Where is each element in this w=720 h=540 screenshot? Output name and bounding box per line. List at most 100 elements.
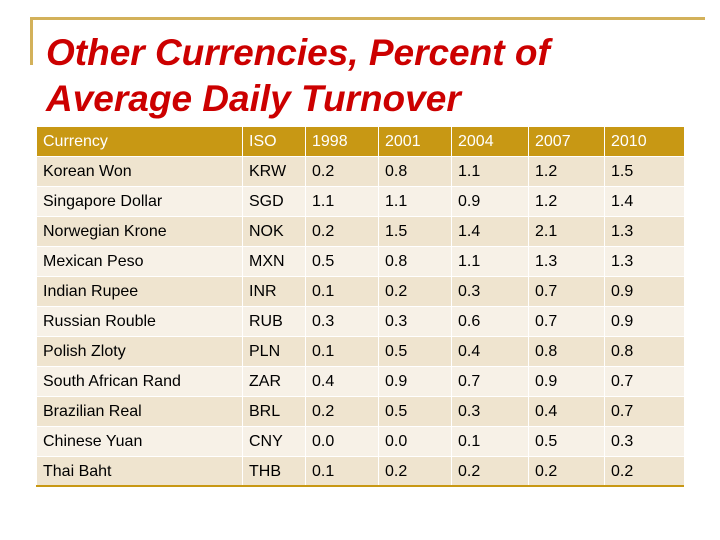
turnover-value-cell: 1.3 — [604, 216, 685, 247]
turnover-value-cell: 0.8 — [604, 336, 685, 367]
table-row: Indian Rupee INR 0.1 0.2 0.3 0.7 0.9 — [36, 276, 685, 307]
turnover-value-cell: 0.7 — [528, 306, 605, 337]
turnover-value-cell: 0.9 — [378, 366, 452, 397]
turnover-value-cell: 0.2 — [451, 456, 529, 487]
currency-name-cell: Chinese Yuan — [36, 426, 243, 457]
currency-name-cell: Brazilian Real — [36, 396, 243, 427]
iso-code-cell: PLN — [242, 336, 306, 367]
turnover-value-cell: 1.1 — [451, 246, 529, 277]
turnover-value-cell: 0.5 — [528, 426, 605, 457]
iso-code-cell: MXN — [242, 246, 306, 277]
turnover-value-cell: 0.8 — [378, 246, 452, 277]
frame-top-rule — [30, 17, 705, 20]
turnover-value-cell: 0.9 — [451, 186, 529, 217]
turnover-value-cell: 0.1 — [305, 456, 379, 487]
currency-table: Currency ISO 1998 2001 2004 2007 2010 Korean W… — [36, 126, 685, 487]
slide-title: Other Currencies, Percent of Average Dai… — [46, 32, 550, 119]
table-row: Russian Rouble RUB 0.3 0.3 0.6 0.7 0.9 — [36, 306, 685, 337]
turnover-value-cell: 1.3 — [528, 246, 605, 277]
turnover-value-cell: 1.5 — [378, 216, 452, 247]
table-row: Korean Won KRW 0.2 0.8 1.1 1.2 1.5 — [36, 156, 685, 187]
table-row: Thai Baht THB 0.1 0.2 0.2 0.2 0.2 — [36, 456, 685, 487]
iso-code-cell: SGD — [242, 186, 306, 217]
iso-code-cell: INR — [242, 276, 306, 307]
turnover-value-cell: 0.1 — [305, 276, 379, 307]
table-row: Polish Zloty PLN 0.1 0.5 0.4 0.8 0.8 — [36, 336, 685, 367]
column-header: 2010 — [604, 126, 685, 157]
column-header: 2001 — [378, 126, 452, 157]
turnover-value-cell: 0.4 — [528, 396, 605, 427]
turnover-value-cell: 0.3 — [378, 306, 452, 337]
turnover-value-cell: 0.7 — [604, 396, 685, 427]
table-body: Korean Won KRW 0.2 0.8 1.1 1.2 1.5 Singapore Do… — [36, 156, 685, 487]
column-header: 1998 — [305, 126, 379, 157]
turnover-value-cell: 0.2 — [305, 216, 379, 247]
turnover-value-cell: 1.1 — [451, 156, 529, 187]
currency-name-cell: Norwegian Krone — [36, 216, 243, 247]
turnover-value-cell: 0.7 — [528, 276, 605, 307]
column-header: Currency — [36, 126, 243, 157]
table-bottom-rule — [36, 485, 684, 487]
turnover-value-cell: 0.3 — [305, 306, 379, 337]
table-header-row: Currency ISO 1998 2001 2004 2007 2010 — [36, 126, 685, 157]
turnover-value-cell: 1.4 — [604, 186, 685, 217]
turnover-value-cell: 0.1 — [305, 336, 379, 367]
turnover-value-cell: 1.5 — [604, 156, 685, 187]
turnover-value-cell: 0.2 — [378, 276, 452, 307]
turnover-value-cell: 0.4 — [451, 336, 529, 367]
iso-code-cell: ZAR — [242, 366, 306, 397]
turnover-value-cell: 0.8 — [378, 156, 452, 187]
iso-code-cell: THB — [242, 456, 306, 487]
turnover-value-cell: 0.3 — [604, 426, 685, 457]
currency-name-cell: Korean Won — [36, 156, 243, 187]
currency-name-cell: Russian Rouble — [36, 306, 243, 337]
column-header: 2004 — [451, 126, 529, 157]
column-header: ISO — [242, 126, 306, 157]
currency-name-cell: Mexican Peso — [36, 246, 243, 277]
currency-name-cell: Polish Zloty — [36, 336, 243, 367]
table-row: Mexican Peso MXN 0.5 0.8 1.1 1.3 1.3 — [36, 246, 685, 277]
table-row: Chinese Yuan CNY 0.0 0.0 0.1 0.5 0.3 — [36, 426, 685, 457]
iso-code-cell: RUB — [242, 306, 306, 337]
turnover-value-cell: 0.5 — [378, 396, 452, 427]
turnover-value-cell: 0.0 — [305, 426, 379, 457]
turnover-value-cell: 0.5 — [378, 336, 452, 367]
turnover-value-cell: 0.3 — [451, 276, 529, 307]
currency-table-container: Currency ISO 1998 2001 2004 2007 2010 Korean W… — [36, 126, 685, 487]
turnover-value-cell: 0.2 — [528, 456, 605, 487]
turnover-value-cell: 0.3 — [451, 396, 529, 427]
turnover-value-cell: 0.6 — [451, 306, 529, 337]
iso-code-cell: NOK — [242, 216, 306, 247]
currency-name-cell: Indian Rupee — [36, 276, 243, 307]
turnover-value-cell: 0.1 — [451, 426, 529, 457]
currency-name-cell: Singapore Dollar — [36, 186, 243, 217]
turnover-value-cell: 0.2 — [604, 456, 685, 487]
table-row: South African Rand ZAR 0.4 0.9 0.7 0.9 0.7 — [36, 366, 685, 397]
table-row: Singapore Dollar SGD 1.1 1.1 0.9 1.2 1.4 — [36, 186, 685, 217]
turnover-value-cell: 0.8 — [528, 336, 605, 367]
turnover-value-cell: 0.9 — [604, 306, 685, 337]
turnover-value-cell: 1.1 — [378, 186, 452, 217]
table-row: Brazilian Real BRL 0.2 0.5 0.3 0.4 0.7 — [36, 396, 685, 427]
column-header: 2007 — [528, 126, 605, 157]
turnover-value-cell: 0.5 — [305, 246, 379, 277]
turnover-value-cell: 1.3 — [604, 246, 685, 277]
turnover-value-cell: 0.2 — [378, 456, 452, 487]
turnover-value-cell: 0.4 — [305, 366, 379, 397]
iso-code-cell: KRW — [242, 156, 306, 187]
iso-code-cell: BRL — [242, 396, 306, 427]
turnover-value-cell: 0.9 — [528, 366, 605, 397]
turnover-value-cell: 0.2 — [305, 156, 379, 187]
iso-code-cell: CNY — [242, 426, 306, 457]
currency-name-cell: Thai Baht — [36, 456, 243, 487]
turnover-value-cell: 1.1 — [305, 186, 379, 217]
turnover-value-cell: 1.2 — [528, 186, 605, 217]
turnover-value-cell: 1.2 — [528, 156, 605, 187]
frame-left-rule — [30, 17, 33, 65]
currency-name-cell: South African Rand — [36, 366, 243, 397]
turnover-value-cell: 0.0 — [378, 426, 452, 457]
turnover-value-cell: 2.1 — [528, 216, 605, 247]
turnover-value-cell: 0.2 — [305, 396, 379, 427]
turnover-value-cell: 0.7 — [604, 366, 685, 397]
turnover-value-cell: 1.4 — [451, 216, 529, 247]
